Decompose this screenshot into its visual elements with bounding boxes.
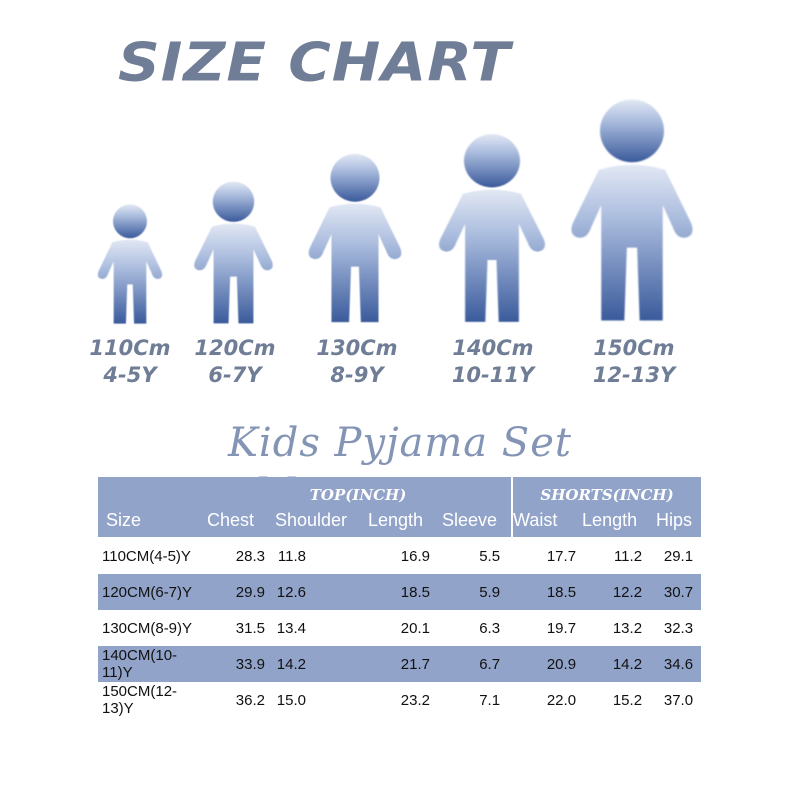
size-cell: 110CM(4-5)Y	[102, 547, 191, 565]
chest-cell: 33.9	[205, 646, 271, 682]
page-title: SIZE CHART	[118, 30, 511, 94]
shorts-length-cell: 14.2	[580, 646, 655, 682]
figure-height: 130Cm	[316, 336, 398, 360]
shorts-length-cell: 12.2	[580, 574, 655, 610]
hips-cell: 37.0	[663, 691, 694, 709]
figure-height: 110Cm	[89, 336, 171, 360]
child-figure-110	[96, 203, 164, 325]
column-header: Chest	[207, 510, 255, 530]
waist-cell: 19.7	[546, 619, 577, 637]
group-header-top: TOP(INCH)	[309, 486, 407, 504]
waist-cell: 17.7	[546, 547, 577, 565]
shorts-length-cell: 13.2	[612, 619, 643, 637]
hips-cell: 34.6	[654, 646, 702, 682]
figure-label-110: 110Cm 4-5Y	[70, 335, 190, 389]
figure-label-140: 140Cm 10-11Y	[433, 335, 553, 389]
length-cell: 23.2	[400, 691, 430, 709]
waist-cell: 20.9	[512, 646, 581, 682]
figure-age: 4-5Y	[103, 363, 157, 387]
figure-label-150: 150Cm 12-13Y	[574, 335, 694, 389]
waist-cell: 18.5	[512, 574, 581, 610]
measurement-subtitle: Kids Pyjama Set Measurement	[228, 420, 572, 516]
sleeve-cell: 7.1	[479, 691, 501, 709]
table-row: 140CM(10-11)Y 33.9 14.2 21.7 6.7 20.9 14…	[98, 646, 702, 682]
child-figure-120	[192, 180, 275, 325]
column-header: Length	[368, 510, 424, 530]
size-cell: 140CM(10-11)Y	[98, 646, 205, 682]
table-row: 130CM(8-9)Y 31.5 13.4 20.1 6.3 19.7 13.2…	[98, 610, 701, 646]
sleeve-cell: 6.3	[479, 619, 501, 637]
length-cell: 16.9	[400, 547, 430, 565]
shoulder-cell: 15.0	[276, 691, 306, 709]
shoulder-cell: 11.8	[277, 547, 306, 565]
hips-cell: 32.3	[663, 619, 694, 637]
child-figure-150	[568, 97, 696, 323]
hips-cell: 30.7	[654, 574, 702, 610]
figure-height: 150Cm	[593, 336, 675, 360]
hips-cell: 29.1	[663, 547, 694, 565]
waist-cell: 22.0	[546, 691, 577, 709]
shorts-length-cell: 15.2	[612, 691, 643, 709]
size-cell: 120CM(6-7)Y	[98, 574, 205, 610]
column-header: Hips	[656, 510, 693, 530]
length-cell: 21.7	[366, 646, 442, 682]
size-cell: 150CM(12-13)Y	[102, 683, 178, 717]
sleeve-cell: 5.9	[442, 574, 513, 610]
chest-cell: 31.5	[235, 619, 265, 637]
column-header: Size	[106, 510, 142, 530]
column-header: Shoulder	[275, 510, 348, 530]
group-header-shorts: SHORTS(INCH)	[511, 477, 702, 504]
column-header: Length	[582, 510, 638, 530]
figure-height: 140Cm	[452, 336, 534, 360]
figure-age: 8-9Y	[330, 363, 384, 387]
table-row: 120CM(6-7)Y 29.9 12.6 18.5 5.9 18.5 12.2…	[98, 574, 702, 610]
table-row: 110CM(4-5)Y 28.3 11.8 16.9 5.5 17.7 11.2…	[98, 538, 701, 574]
child-figure-130	[306, 152, 404, 324]
figure-age: 6-7Y	[208, 363, 262, 387]
figure-age: 12-13Y	[592, 363, 676, 387]
child-figure-140	[436, 132, 548, 324]
figure-label-130: 130Cm 8-9Y	[297, 335, 417, 389]
shorts-length-cell: 11.2	[613, 547, 643, 565]
table-row: 150CM(12-13)Y 36.2 15.0 23.2 7.1 22.0 15…	[98, 682, 701, 718]
chest-cell: 36.2	[235, 691, 265, 709]
length-cell: 18.5	[366, 574, 442, 610]
sleeve-cell: 6.7	[442, 646, 513, 682]
figure-height: 120Cm	[194, 336, 276, 360]
chest-cell: 29.9	[205, 574, 271, 610]
shoulder-cell: 14.2	[271, 646, 366, 682]
column-header: Waist	[511, 504, 581, 537]
figure-age: 10-11Y	[451, 363, 535, 387]
column-header: Sleeve	[442, 510, 498, 530]
shoulder-cell: 13.4	[276, 619, 306, 637]
size-cell: 130CM(8-9)Y	[102, 619, 193, 637]
shoulder-cell: 12.6	[271, 574, 366, 610]
size-table: TOP(INCH) SHORTS(INCH) Size Chest Should…	[98, 477, 702, 718]
sleeve-cell: 5.5	[479, 547, 501, 565]
length-cell: 20.1	[400, 619, 430, 637]
figure-label-120: 120Cm 6-7Y	[175, 335, 295, 389]
chest-cell: 28.3	[235, 547, 265, 565]
